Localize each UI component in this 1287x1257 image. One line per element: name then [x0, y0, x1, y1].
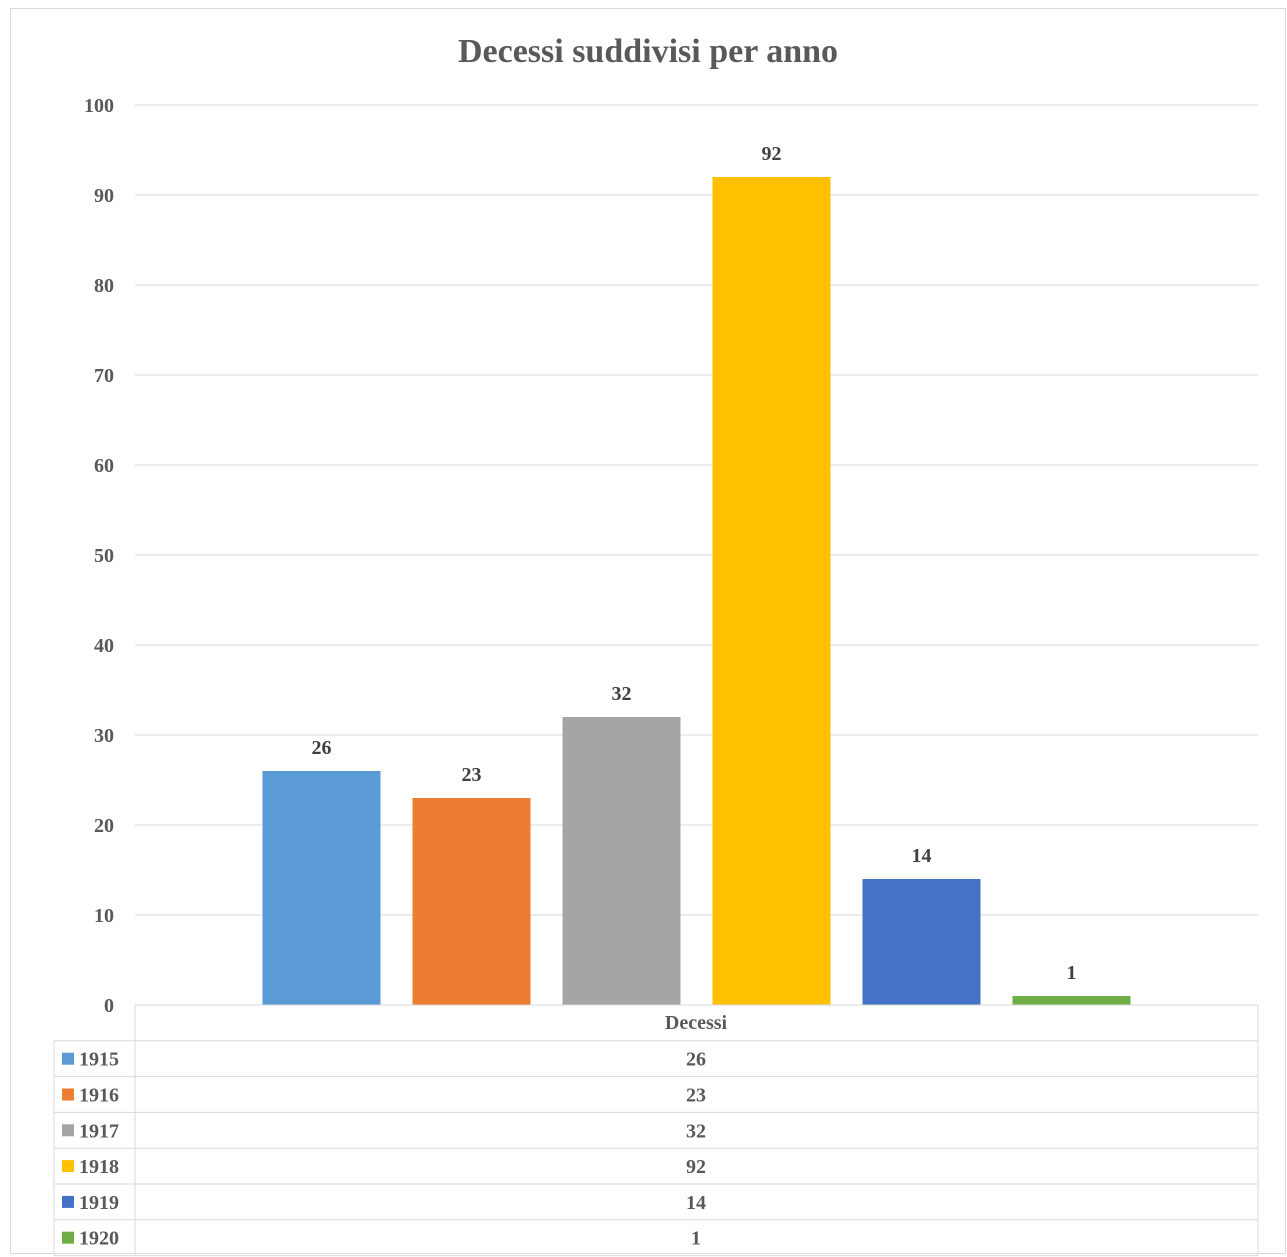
- data-label-1918: 92: [762, 143, 782, 165]
- data-label-1915: 26: [312, 737, 332, 759]
- table-cell-1919: 14: [686, 1192, 706, 1214]
- y-tick-label: 70: [94, 365, 114, 387]
- bar-1916: [412, 798, 531, 1005]
- y-tick-label: 80: [94, 275, 114, 297]
- chart-title: Decessi suddivisi per anno: [458, 33, 838, 70]
- legend-key-1920: [62, 1231, 74, 1244]
- legend-key-1918: [62, 1160, 74, 1173]
- bar-1915: [262, 771, 381, 1005]
- table-cell-1915: 26: [686, 1049, 706, 1071]
- table-cell-1920: 1: [691, 1228, 701, 1250]
- y-tick-label: 60: [94, 455, 114, 477]
- data-labels: 26 23 32 92 14 1: [312, 143, 1077, 984]
- bar-1919: [862, 879, 981, 1005]
- table-cell-1917: 32: [686, 1120, 706, 1142]
- bar-1918: [712, 177, 831, 1005]
- chart-frame: [10, 8, 1286, 1254]
- table-row-label-1920: 1920: [79, 1228, 119, 1250]
- data-label-1919: 14: [912, 845, 932, 867]
- table-row-label-1919: 1919: [79, 1192, 119, 1214]
- data-table: Decessi 1915 26 1916 23 1917 32 1918 92 1919 14 19…: [53, 1004, 1259, 1257]
- y-tick-label: 20: [94, 815, 114, 837]
- table-row-label-1915: 1915: [79, 1049, 119, 1071]
- bar-1920: [1012, 996, 1131, 1005]
- table-row-label-1918: 1918: [79, 1156, 119, 1178]
- y-tick-label: 40: [94, 635, 114, 657]
- data-label-1916: 23: [462, 764, 482, 786]
- legend-key-1916: [62, 1088, 74, 1101]
- y-tick-label: 10: [94, 905, 114, 927]
- bar-1917: [562, 717, 681, 1005]
- legend-key-1915: [62, 1052, 74, 1065]
- table-cell-1916: 23: [686, 1085, 706, 1107]
- y-tick-label: 30: [94, 725, 114, 747]
- legend-key-1919: [62, 1195, 74, 1208]
- y-tick-label: 90: [94, 185, 114, 207]
- y-axis-ticks: 0 10 20 30 40 50 60 70 80 90 100: [84, 95, 114, 1017]
- legend-key-1917: [62, 1124, 74, 1137]
- table-cell-1918: 92: [686, 1156, 706, 1178]
- table-category-header: Decessi: [665, 1012, 728, 1034]
- y-tick-label: 0: [104, 995, 114, 1017]
- y-tick-label: 100: [84, 95, 114, 117]
- data-label-1917: 32: [612, 683, 632, 705]
- table-row-label-1917: 1917: [79, 1120, 119, 1142]
- bars: [262, 177, 1131, 1005]
- y-tick-label: 50: [94, 545, 114, 567]
- data-label-1920: 1: [1067, 962, 1077, 984]
- table-row-label-1916: 1916: [79, 1085, 119, 1107]
